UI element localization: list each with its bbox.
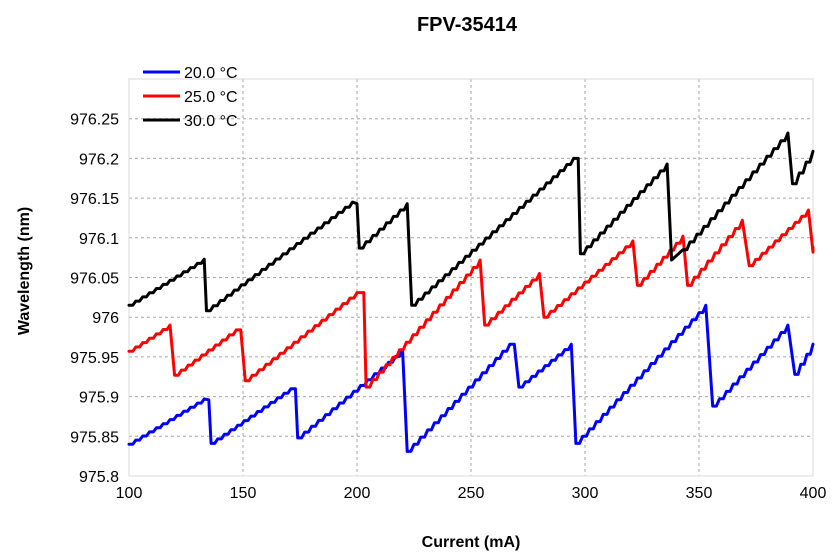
legend-label: 30.0 °C xyxy=(184,113,238,130)
x-axis-label: Current (mA) xyxy=(422,534,521,551)
x-tick-label: 300 xyxy=(572,485,599,502)
series-line-1 xyxy=(127,208,815,389)
y-tick-label: 975.95 xyxy=(70,350,119,367)
plot-area-frame xyxy=(128,78,814,477)
legend-label: 25.0 °C xyxy=(184,89,238,106)
x-axis-ticks: 100 150 200 250 300 350 400 xyxy=(116,485,827,502)
x-tick-label: 100 xyxy=(116,485,143,502)
y-axis-label: Wavelength (nm) xyxy=(16,207,33,335)
y-tick-label: 976.1 xyxy=(79,231,119,248)
grid-lines xyxy=(128,79,814,477)
x-tick-label: 150 xyxy=(230,485,257,502)
y-axis-ticks: 975.8 975.85 975.9 975.95 976 976.05 976.1 976.… xyxy=(70,112,119,486)
x-tick-label: 400 xyxy=(800,485,827,502)
y-tick-label: 975.85 xyxy=(70,429,119,446)
series-line-0 xyxy=(127,303,815,453)
x-tick-label: 200 xyxy=(344,485,371,502)
legend-label: 20.0 °C xyxy=(184,65,238,82)
x-tick-label: 250 xyxy=(458,485,485,502)
x-tick-label: 350 xyxy=(686,485,713,502)
y-tick-label: 976.2 xyxy=(79,151,119,168)
series-lines xyxy=(127,131,815,453)
y-tick-label: 976 xyxy=(92,310,119,327)
y-tick-label: 975.8 xyxy=(79,469,119,486)
chart-title: FPV-35414 xyxy=(417,14,518,36)
y-tick-label: 976.25 xyxy=(70,112,119,129)
y-tick-label: 976.15 xyxy=(70,191,119,208)
series-line-2 xyxy=(127,131,815,313)
legend: 20.0 °C 25.0 °C 30.0 °C xyxy=(143,65,238,130)
y-tick-label: 976.05 xyxy=(70,271,119,288)
y-tick-label: 975.9 xyxy=(79,390,119,407)
